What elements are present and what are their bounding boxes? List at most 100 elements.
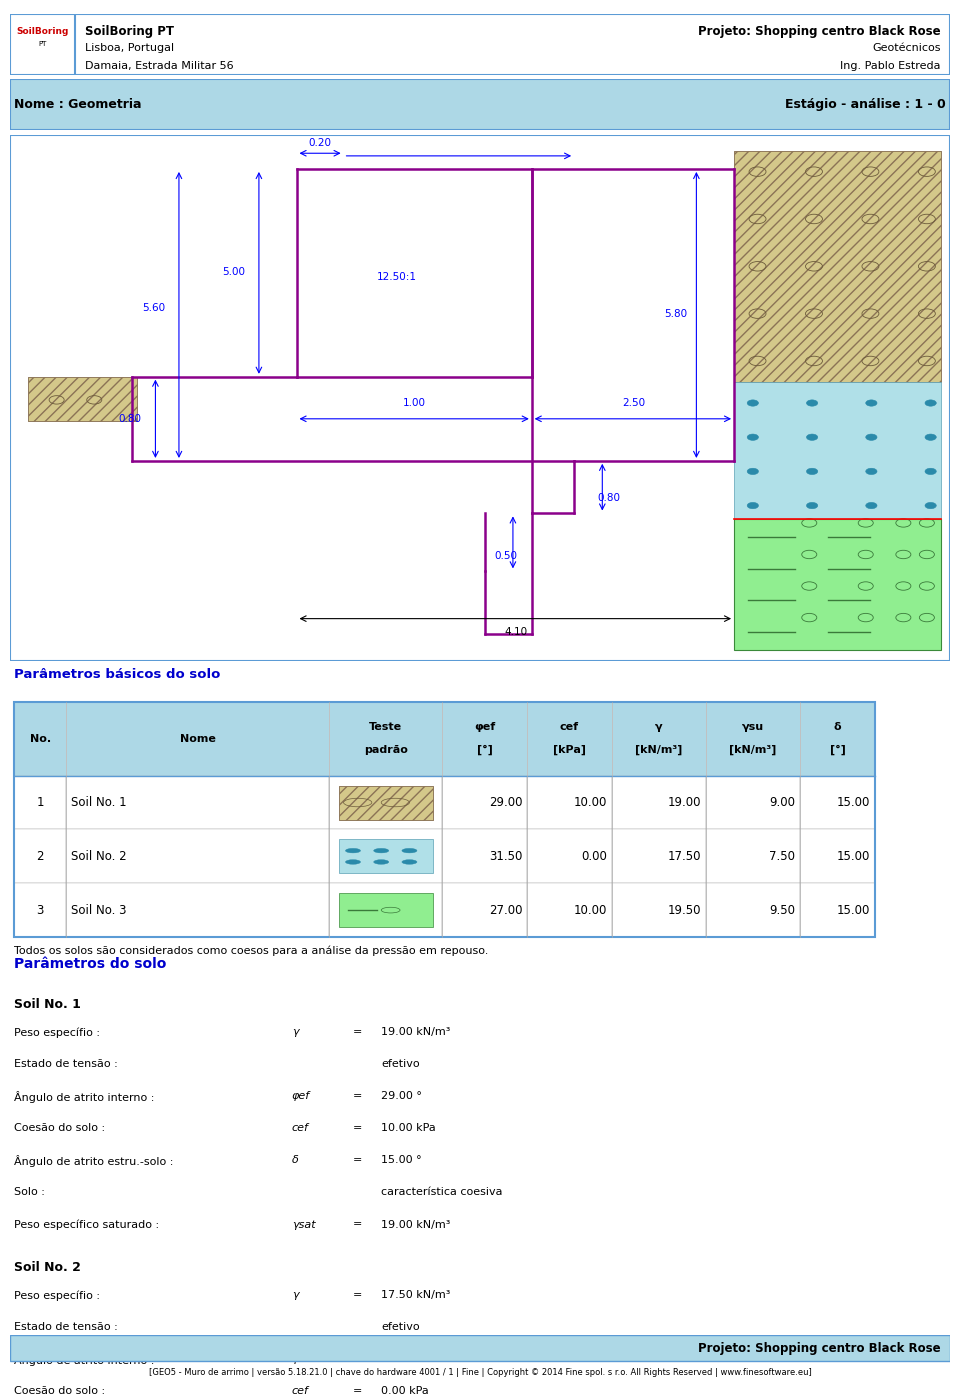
- Text: Peso específio :: Peso específio :: [14, 1290, 100, 1301]
- Circle shape: [806, 434, 818, 440]
- Text: característica coesiva: característica coesiva: [381, 1188, 503, 1198]
- Text: 29.00: 29.00: [489, 796, 522, 810]
- Circle shape: [806, 468, 818, 475]
- Text: Lisboa, Portugal: Lisboa, Portugal: [84, 43, 174, 53]
- Text: 17.50: 17.50: [667, 850, 701, 863]
- Text: γ: γ: [292, 1027, 299, 1037]
- Text: Soil No. 2: Soil No. 2: [14, 1261, 82, 1275]
- Text: 1: 1: [36, 796, 44, 810]
- Text: Coesão do solo :: Coesão do solo :: [14, 1386, 106, 1396]
- Bar: [734, 383, 941, 519]
- Bar: [443, 702, 527, 776]
- Text: 0.00 kPa: 0.00 kPa: [381, 1386, 429, 1396]
- Text: 31.50 °: 31.50 °: [381, 1354, 421, 1364]
- Bar: [443, 884, 527, 937]
- Text: [kN/m³]: [kN/m³]: [730, 745, 777, 755]
- Text: Peso específico saturado :: Peso específico saturado :: [14, 1220, 159, 1230]
- Circle shape: [925, 399, 936, 406]
- Text: Estágio - análise : 1 - 0: Estágio - análise : 1 - 0: [785, 98, 946, 112]
- Text: Parâmetros básicos do solo: Parâmetros básicos do solo: [14, 669, 221, 681]
- Text: φef: φef: [292, 1354, 310, 1364]
- Text: 9.50: 9.50: [769, 903, 795, 917]
- Text: cef: cef: [292, 1124, 309, 1134]
- Text: 5.60: 5.60: [142, 303, 165, 313]
- Bar: [800, 776, 876, 829]
- Bar: [329, 702, 443, 776]
- Bar: [734, 151, 941, 383]
- Text: [°]: [°]: [829, 745, 846, 755]
- Text: =: =: [353, 1290, 362, 1300]
- Circle shape: [866, 503, 877, 508]
- Text: 12.50:1: 12.50:1: [376, 272, 417, 282]
- Text: 3: 3: [36, 903, 44, 917]
- Text: 10.00: 10.00: [574, 796, 607, 810]
- Text: =: =: [353, 1386, 362, 1396]
- Text: 19.00: 19.00: [667, 796, 701, 810]
- Text: γ: γ: [292, 1290, 299, 1300]
- Bar: [443, 829, 527, 884]
- Bar: [800, 829, 876, 884]
- Text: efetivo: efetivo: [381, 1060, 420, 1069]
- Text: Soil No. 1: Soil No. 1: [14, 998, 82, 1011]
- Text: 15.00: 15.00: [837, 903, 871, 917]
- Text: 19.00 kN/m³: 19.00 kN/m³: [381, 1027, 450, 1037]
- Text: γsu: γsu: [742, 723, 764, 733]
- Circle shape: [806, 503, 818, 508]
- Bar: [339, 893, 433, 927]
- Text: =: =: [353, 1354, 362, 1364]
- Text: 15.00 °: 15.00 °: [381, 1156, 421, 1166]
- Text: 5.00: 5.00: [222, 267, 245, 276]
- Text: cef: cef: [560, 723, 579, 733]
- Circle shape: [402, 860, 417, 864]
- Bar: [339, 839, 433, 874]
- Text: φef: φef: [474, 723, 495, 733]
- Bar: [612, 829, 706, 884]
- Bar: [734, 519, 941, 651]
- Text: 0.80: 0.80: [118, 413, 141, 424]
- Text: =: =: [353, 1220, 362, 1230]
- Text: 0.20: 0.20: [308, 138, 331, 148]
- Circle shape: [747, 468, 758, 475]
- Text: 2.50: 2.50: [622, 398, 645, 408]
- Bar: [329, 776, 443, 829]
- Bar: [339, 786, 433, 819]
- Text: Soil No. 2: Soil No. 2: [71, 850, 127, 863]
- Text: [°]: [°]: [477, 745, 492, 755]
- Circle shape: [747, 399, 758, 406]
- Bar: [66, 702, 329, 776]
- Circle shape: [747, 434, 758, 440]
- Text: Soil No. 1: Soil No. 1: [71, 796, 127, 810]
- Bar: [800, 702, 876, 776]
- Text: 0.80: 0.80: [597, 493, 620, 503]
- Bar: [29, 377, 136, 422]
- Text: 7.50: 7.50: [769, 850, 795, 863]
- Text: Soil No. 3: Soil No. 3: [71, 903, 127, 917]
- Text: δ: δ: [292, 1156, 299, 1166]
- Bar: [612, 776, 706, 829]
- Bar: [14, 776, 66, 829]
- Text: Solo :: Solo :: [14, 1188, 45, 1198]
- Bar: [14, 884, 66, 937]
- Text: 10.00: 10.00: [574, 903, 607, 917]
- Bar: [706, 776, 800, 829]
- Bar: [339, 786, 433, 819]
- Circle shape: [747, 503, 758, 508]
- Bar: [14, 829, 66, 884]
- Text: 29.00 °: 29.00 °: [381, 1092, 422, 1101]
- Text: Parâmetros do solo: Parâmetros do solo: [14, 956, 167, 970]
- Text: Todos os solos são considerados como coesos para a análise da pressão em repouso: Todos os solos são considerados como coe…: [14, 945, 489, 956]
- Bar: [329, 829, 443, 884]
- Text: Projeto: Shopping centro Black Rose: Projeto: Shopping centro Black Rose: [698, 25, 941, 38]
- Text: 10.00 kPa: 10.00 kPa: [381, 1124, 436, 1134]
- Bar: [800, 884, 876, 937]
- Bar: [527, 829, 612, 884]
- Text: cef: cef: [292, 1386, 309, 1396]
- Text: 4.10: 4.10: [504, 627, 527, 637]
- Text: Ângulo de atrito estru.-solo :: Ângulo de atrito estru.-solo :: [14, 1156, 174, 1167]
- Bar: [527, 776, 612, 829]
- Bar: [329, 884, 443, 937]
- Bar: [706, 884, 800, 937]
- Text: padrão: padrão: [364, 745, 408, 755]
- Text: Ing. Pablo Estreda: Ing. Pablo Estreda: [841, 61, 941, 71]
- Circle shape: [925, 503, 936, 508]
